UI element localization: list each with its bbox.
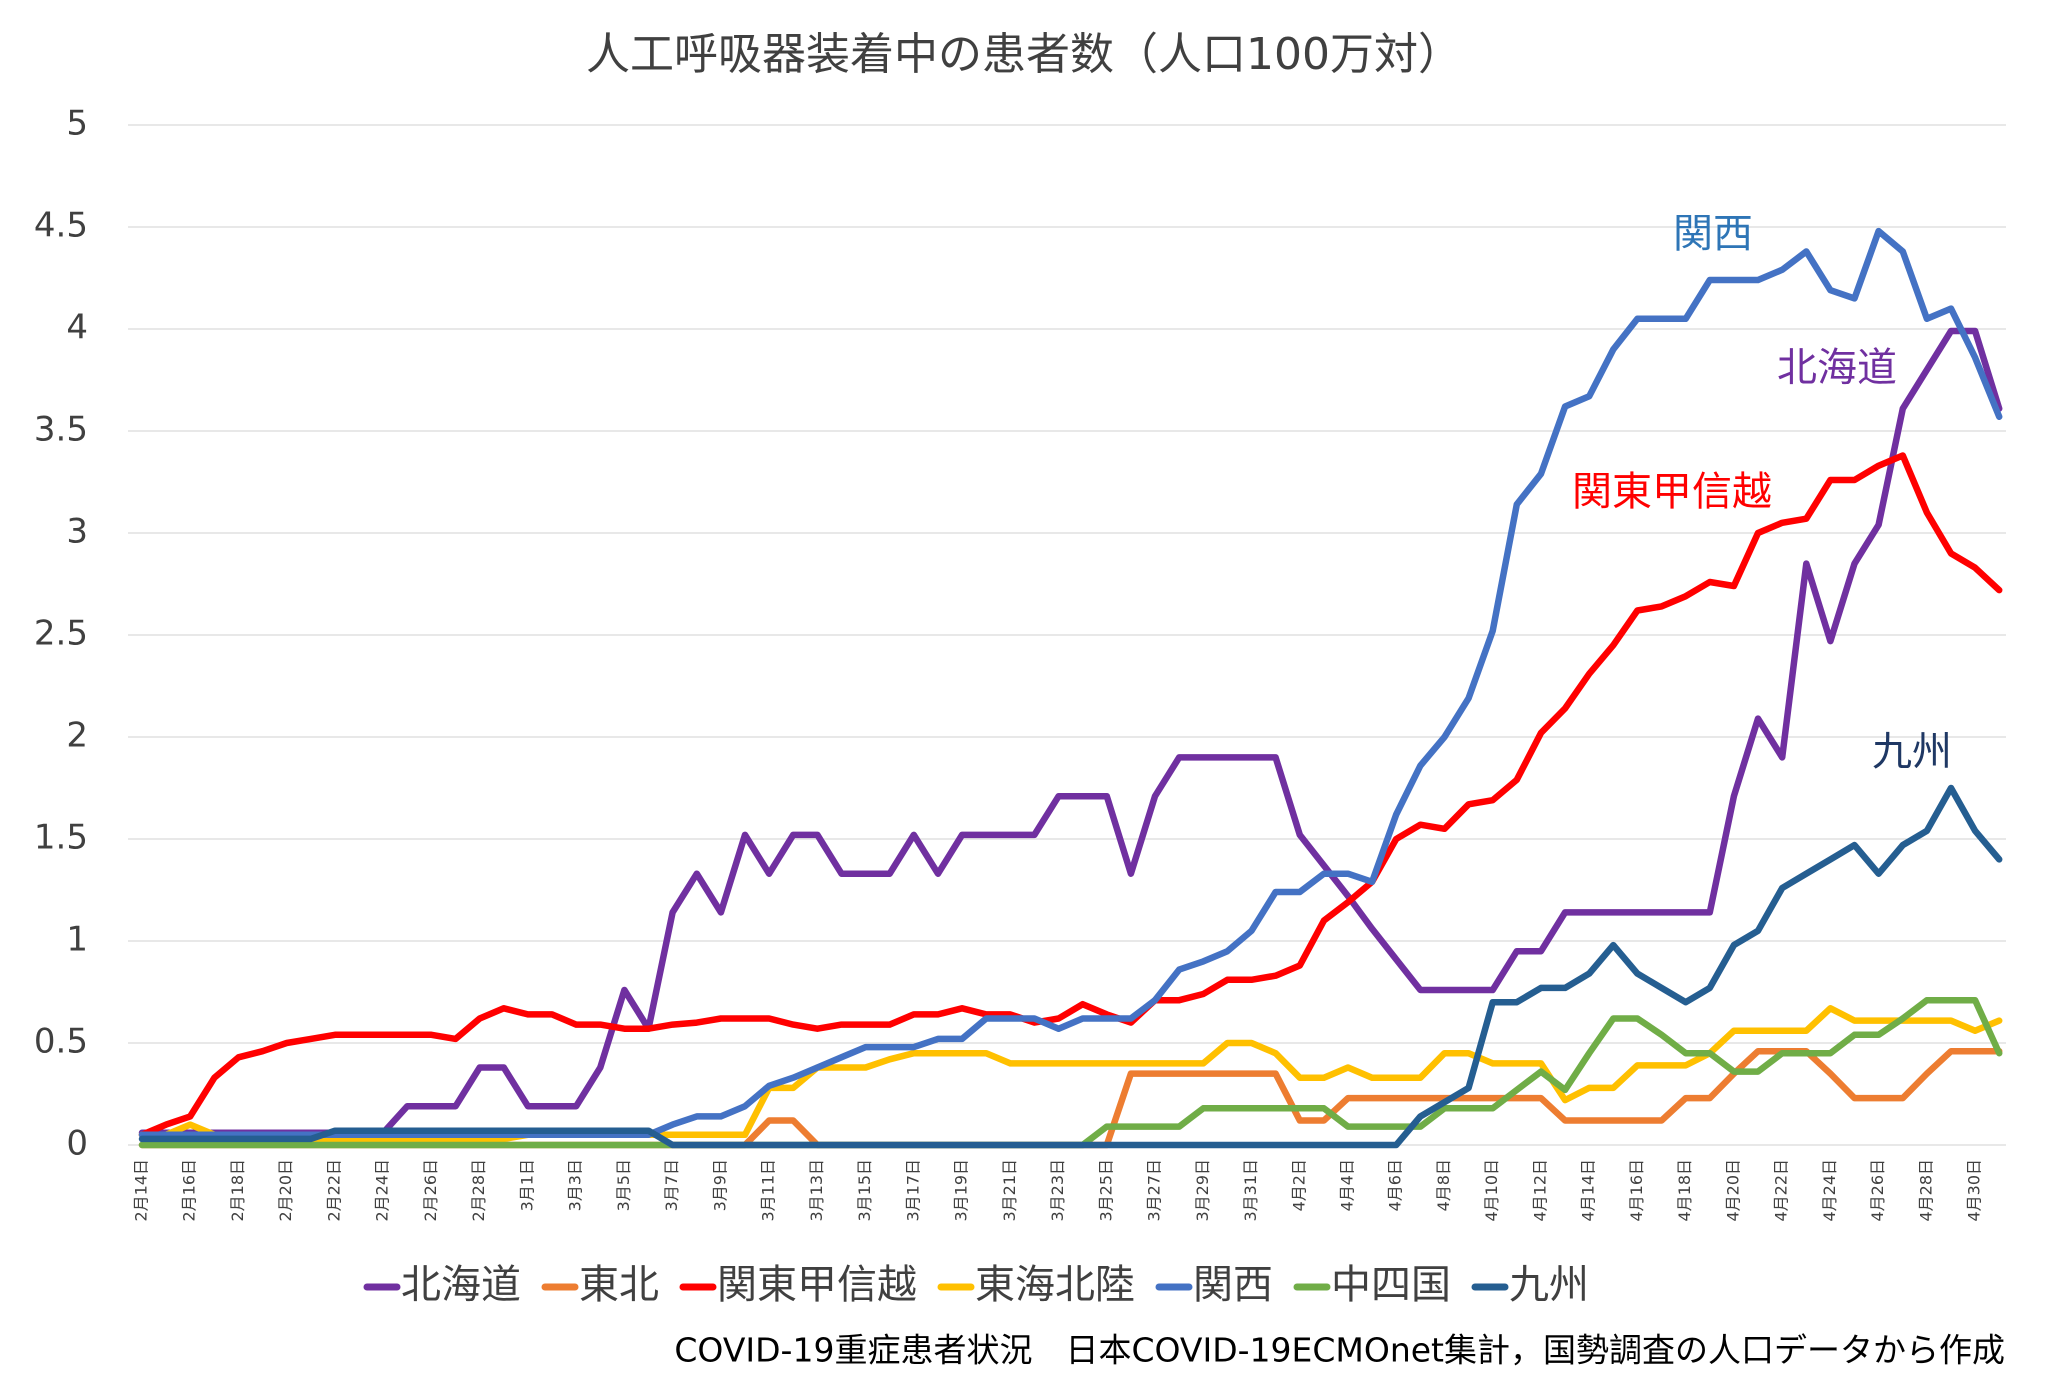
annotation: 九州 [1872,729,1952,775]
annotation: 関東甲信越 [1572,469,1772,515]
x-tick-label: 3月7日 [662,1159,681,1211]
x-tick-label: 4月18日 [1675,1159,1694,1222]
x-tick-label: 3月21日 [1000,1159,1019,1222]
chart-title: 人工呼吸器装着中の患者数（人口100万対） [586,29,1462,80]
x-tick-label: 2月20日 [276,1159,295,1222]
x-tick-label: 4月12日 [1530,1159,1549,1222]
x-tick-label: 3月19日 [952,1159,971,1222]
x-tick-label: 2月26日 [421,1159,440,1222]
x-tick-label: 4月14日 [1579,1159,1598,1222]
annotation: 北海道 [1777,345,1897,391]
x-tick-label: 4月28日 [1916,1159,1935,1222]
legend-label: 九州 [1509,1262,1589,1308]
x-tick-label: 3月23日 [1048,1159,1067,1222]
x-tick-label: 4月8日 [1434,1159,1453,1211]
x-tick-label: 3月5日 [614,1159,633,1211]
y-tick-label: 4.5 [34,206,88,246]
x-tick-label: 4月2日 [1289,1159,1308,1211]
x-tick-label: 3月27日 [1145,1159,1164,1222]
x-tick-label: 3月3日 [566,1159,585,1211]
legend-label: 関東甲信越 [717,1262,917,1308]
y-tick-label: 3 [66,512,88,552]
x-tick-label: 3月9日 [710,1159,729,1211]
y-tick-label: 4 [66,308,88,348]
x-tick-label: 3月25日 [1096,1159,1115,1222]
x-tick-label: 4月16日 [1627,1159,1646,1222]
series-line [138,784,2003,1149]
x-tick-label: 2月28日 [469,1159,488,1222]
series-line [138,452,2003,1139]
x-tick-label: 2月16日 [180,1159,199,1222]
x-tick-label: 4月10日 [1482,1159,1501,1222]
x-tick-label: 3月29日 [1193,1159,1212,1222]
y-tick-label: 2.5 [34,614,88,654]
x-tick-label: 3月17日 [903,1159,922,1222]
y-tick-label: 2 [66,716,88,756]
footnote: COVID-19重症患者状況 日本COVID-19ECMOnet集計，国勢調査の… [674,1331,2005,1370]
annotation: 関西 [1673,211,1753,257]
y-tick-label: 3.5 [34,410,88,450]
x-tick-label: 3月15日 [855,1159,874,1222]
y-tick-label: 0 [66,1124,88,1164]
legend-label: 関西 [1193,1262,1273,1308]
x-tick-label: 4月22日 [1772,1159,1791,1222]
x-tick-label: 4月6日 [1386,1159,1405,1211]
x-tick-label: 4月24日 [1820,1159,1839,1222]
x-tick-label: 3月1日 [517,1159,536,1211]
y-tick-label: 5 [66,104,88,144]
legend-label: 北海道 [401,1262,521,1308]
x-tick-label: 3月31日 [1241,1159,1260,1222]
y-tick-label: 0.5 [34,1022,88,1062]
legend-label: 東海北陸 [975,1262,1135,1308]
series-line [138,327,2003,1137]
x-tick-label: 4月4日 [1338,1159,1357,1211]
y-tick-label: 1.5 [34,818,88,858]
x-tick-label: 2月22日 [324,1159,343,1222]
x-tick-label: 3月11日 [759,1159,778,1222]
x-tick-label: 2月24日 [373,1159,392,1222]
x-tick-label: 3月13日 [807,1159,826,1222]
x-tick-label: 2月14日 [132,1159,151,1222]
series-line [138,227,2003,1139]
y-tick-label: 1 [66,920,88,960]
legend-label: 中四国 [1331,1262,1451,1308]
x-tick-label: 4月30日 [1965,1159,1984,1222]
series-line [138,1005,2003,1143]
x-tick-label: 4月20日 [1723,1159,1742,1222]
legend-label: 東北 [579,1262,659,1308]
x-tick-label: 4月26日 [1868,1159,1887,1222]
x-tick-label: 2月18日 [228,1159,247,1222]
